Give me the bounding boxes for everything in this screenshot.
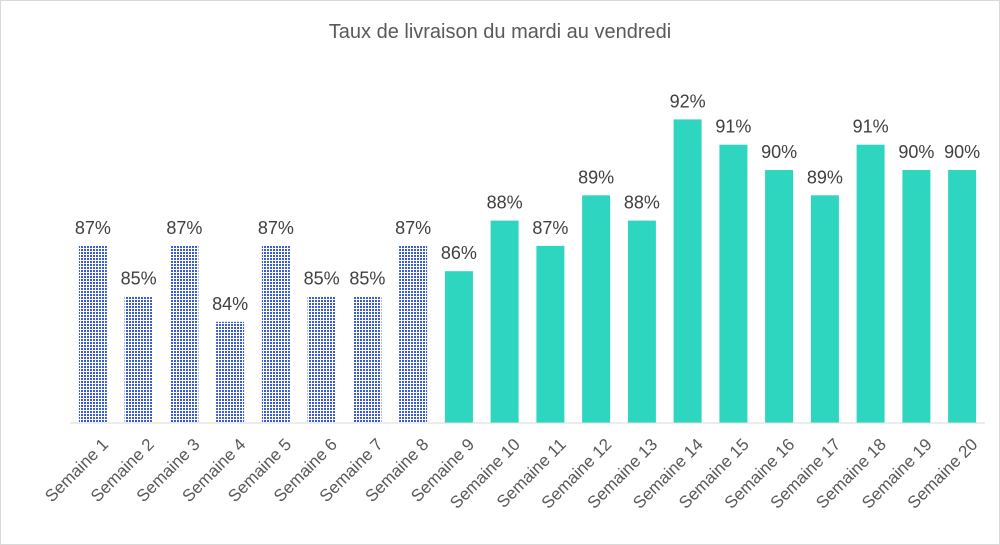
bar-12 xyxy=(582,195,611,423)
value-label-15: 91% xyxy=(715,117,751,137)
bar-5 xyxy=(261,245,290,423)
value-label-6: 85% xyxy=(304,269,340,289)
bar-16 xyxy=(765,170,794,423)
value-label-9: 86% xyxy=(441,243,477,263)
value-label-1: 87% xyxy=(75,218,111,238)
value-label-4: 84% xyxy=(212,294,248,314)
value-label-18: 91% xyxy=(853,117,889,137)
bar-6 xyxy=(307,296,336,423)
value-label-5: 87% xyxy=(258,218,294,238)
chart-title: Taux de livraison du mardi au vendredi xyxy=(329,21,671,43)
bar-13 xyxy=(627,220,656,423)
bar-15 xyxy=(719,144,748,423)
bar-9 xyxy=(444,271,473,423)
value-label-13: 88% xyxy=(624,193,660,213)
value-label-3: 87% xyxy=(166,218,202,238)
bars-group xyxy=(78,119,977,424)
bar-1 xyxy=(78,245,107,423)
value-label-2: 85% xyxy=(121,269,157,289)
bar-3 xyxy=(170,245,199,423)
bar-7 xyxy=(353,296,382,423)
value-label-16: 90% xyxy=(761,142,797,162)
bar-20 xyxy=(948,170,977,423)
bar-11 xyxy=(536,245,565,423)
bar-4 xyxy=(216,321,245,423)
value-label-19: 90% xyxy=(898,142,934,162)
bar-8 xyxy=(399,245,428,423)
value-label-20: 90% xyxy=(944,142,980,162)
value-label-10: 88% xyxy=(487,193,523,213)
value-labels-group: 87% 85% 87% 84% 87% 85% 85% 87% 86% 88% 87% 89% 88% 9… xyxy=(75,91,980,313)
value-label-8: 87% xyxy=(395,218,431,238)
value-label-14: 92% xyxy=(670,91,706,111)
bar-17 xyxy=(810,195,839,423)
bar-10 xyxy=(490,220,519,423)
bar-14 xyxy=(673,119,702,424)
value-label-7: 85% xyxy=(349,269,385,289)
bar-18 xyxy=(856,144,885,423)
value-label-11: 87% xyxy=(532,218,568,238)
value-label-17: 89% xyxy=(807,167,843,187)
bar-2 xyxy=(124,296,153,423)
bar-19 xyxy=(902,170,931,423)
value-label-12: 89% xyxy=(578,167,614,187)
